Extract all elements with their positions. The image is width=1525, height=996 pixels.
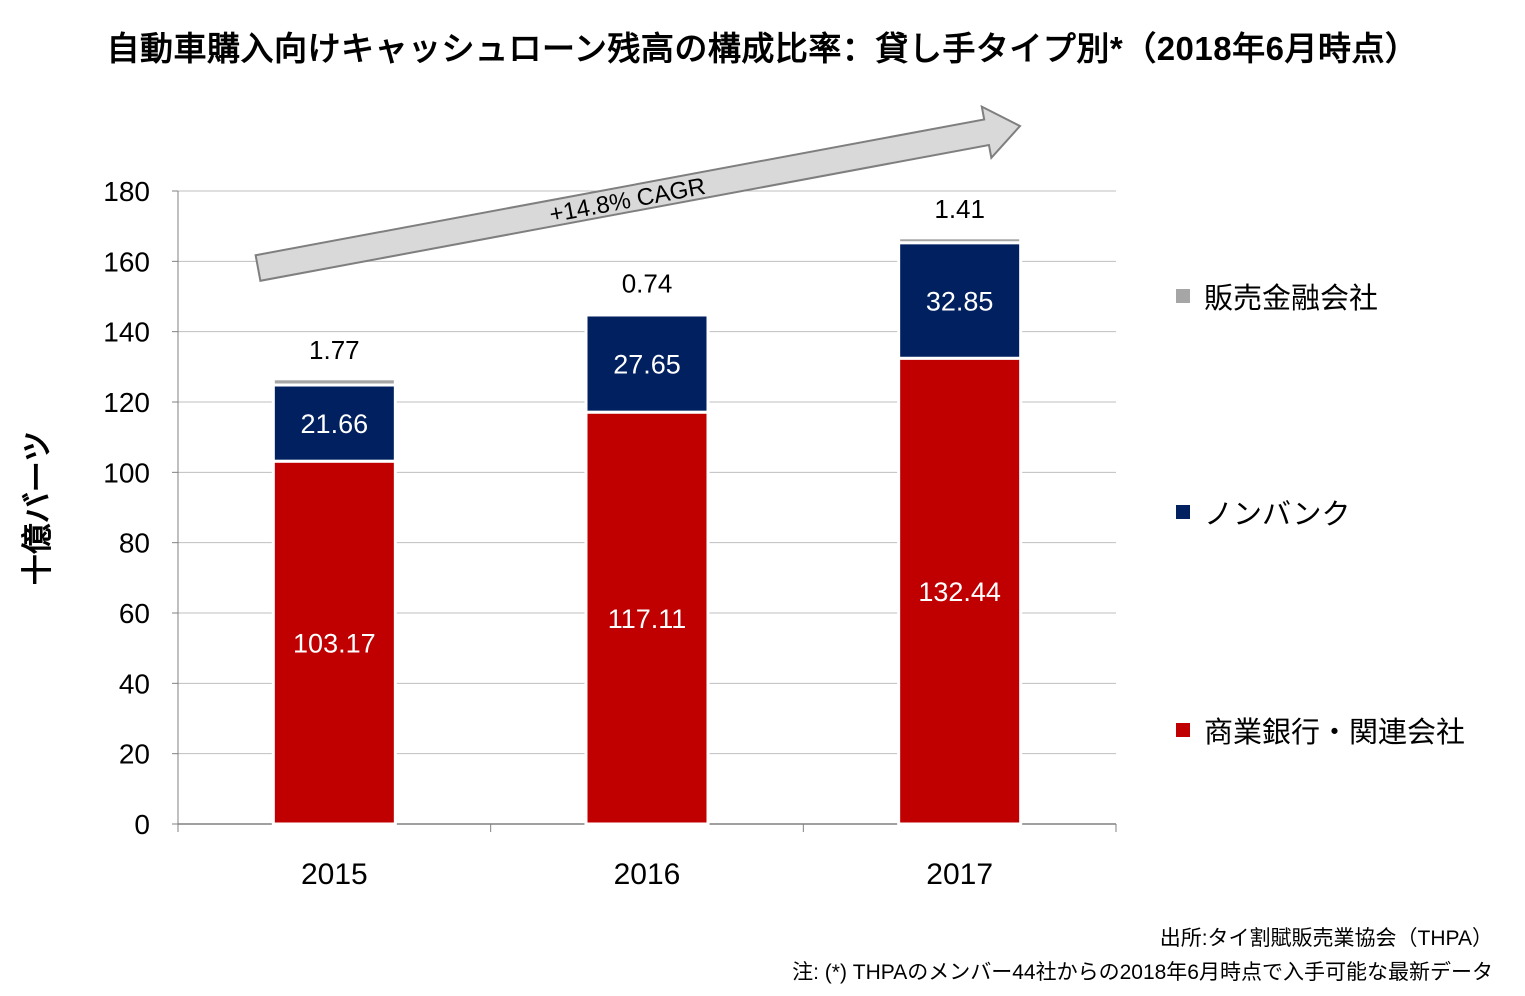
data-label-finance: 1.41 (934, 194, 985, 224)
legend-label-bank: 商業銀行・関連会社 (1204, 716, 1465, 749)
legend-label-finance: 販売金融会社 (1204, 282, 1378, 315)
data-label-bank: 103.17 (293, 629, 376, 659)
x-tick-label: 2015 (301, 858, 368, 891)
cagr-label: +14.8% CAGR (547, 173, 707, 229)
bar-segment-finance-2017 (897, 236, 1023, 245)
footnote: 注: (*) THPAのメンバー44社からの2018年6月時点で入手可能な最新デ… (792, 961, 1493, 984)
x-axis: 2015 2016 2017 (177, 823, 1117, 891)
y-tick-label: 80 (119, 528, 150, 559)
bar-segment-finance-2015 (271, 377, 397, 387)
y-tick-label: 140 (103, 317, 150, 348)
y-tick-label: 60 (119, 598, 150, 629)
bar-segment-bank-2015 (271, 459, 397, 826)
y-tick-label: 180 (103, 176, 150, 207)
bar-segment-finance-2016 (584, 310, 710, 317)
y-tick-label: 120 (103, 387, 150, 418)
data-label-nonbank: 27.65 (613, 350, 681, 380)
bars (271, 236, 1023, 826)
chart-title: 自動車購入向けキャッシュローン残高の構成比率：貸し手タイプ別*（2018年6月時… (106, 30, 1419, 67)
cagr-arrow-body (254, 104, 1022, 282)
data-label-finance: 0.74 (622, 268, 673, 298)
source-note: 出所:タイ割賦販売業協会（THPA） (1159, 927, 1493, 950)
y-tick-label: 100 (103, 457, 150, 488)
legend-swatch-finance (1176, 289, 1190, 303)
legend-label-nonbank: ノンバンク (1204, 499, 1350, 531)
bar-segment-bank-2017 (897, 356, 1023, 826)
y-tick-label: 160 (103, 246, 150, 277)
y-axis-label: 十億バーツ (20, 431, 55, 585)
data-label-bank: 117.11 (608, 604, 687, 634)
y-tick-label: 20 (119, 739, 150, 770)
x-tick-label: 2016 (614, 858, 681, 891)
bar-segment-bank-2016 (584, 410, 710, 826)
data-label-finance: 1.77 (309, 335, 360, 365)
data-label-nonbank: 32.85 (926, 286, 994, 316)
x-tick-label: 2017 (926, 858, 993, 891)
y-tick-label: 0 (134, 809, 150, 840)
data-label-nonbank: 21.66 (301, 409, 369, 439)
legend-swatch-bank (1176, 723, 1190, 737)
data-labels: 103.17 21.66 1.77 117.11 27.65 0.74 132.44 32.8… (293, 194, 1001, 659)
y-axis: 0 20 40 60 80 100 120 140 160 180 (103, 176, 179, 840)
data-label-bank: 132.44 (918, 577, 1001, 607)
y-tick-label: 40 (119, 668, 150, 699)
legend-swatch-nonbank (1176, 505, 1190, 519)
bar-segment-nonbank-2015 (271, 383, 397, 463)
